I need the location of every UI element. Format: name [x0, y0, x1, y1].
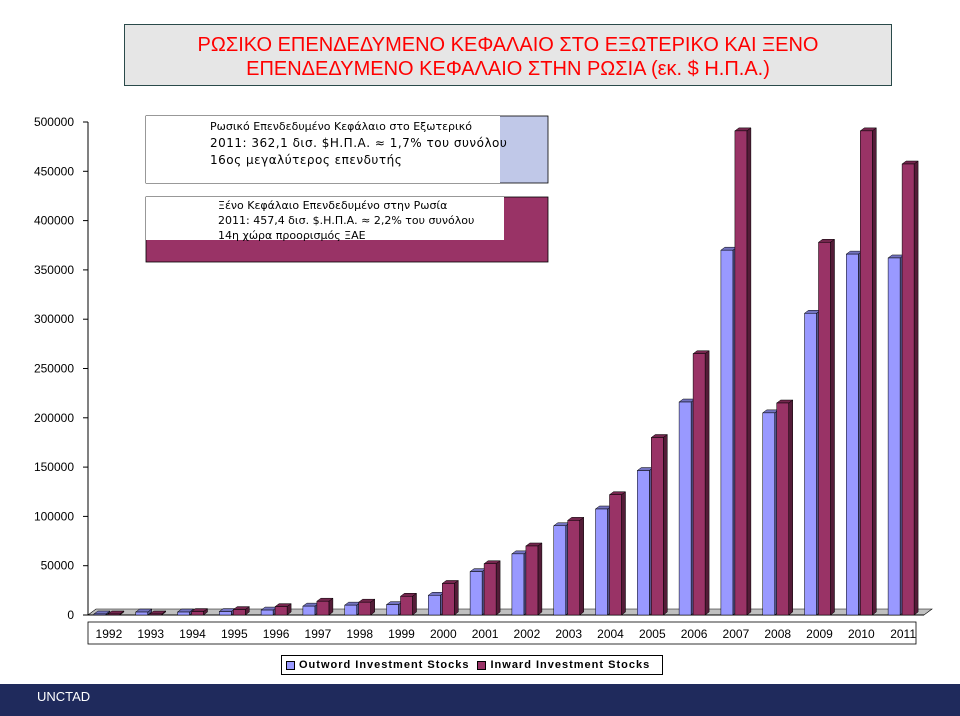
outward-annotation-box-inner — [146, 116, 500, 183]
bar-inward-1996 — [274, 603, 292, 616]
legend-swatch-inward — [477, 660, 487, 670]
bars — [93, 127, 919, 616]
bar-outward-2006 — [678, 398, 696, 616]
bar-inward-1997 — [316, 597, 334, 616]
bar-inward-2007 — [734, 127, 752, 616]
bar-inward-2001 — [483, 560, 501, 616]
y-tick-label: 350000 — [34, 263, 74, 277]
bar-outward-2009 — [803, 309, 822, 616]
x-tick-label: 2003 — [555, 627, 582, 641]
x-tick-label: 2008 — [764, 627, 791, 641]
bar-inward-1994 — [190, 608, 209, 616]
bar-outward-2002 — [511, 550, 529, 616]
legend-item-outward: Outword Investment Stocks — [286, 659, 469, 671]
x-tick-label: 2001 — [472, 627, 499, 641]
y-tick-label: 250000 — [34, 362, 74, 376]
x-tick-label: 1993 — [137, 627, 164, 641]
bar-inward-2010 — [859, 127, 878, 616]
bar-inward-1998 — [357, 598, 376, 616]
bar-outward-1995 — [218, 608, 237, 616]
x-tick-label: 2000 — [430, 627, 457, 641]
inward-annotation-line2: 2011: 457,4 δισ. $.Η.Π.Α. ≈ 2,2% του συν… — [218, 214, 475, 227]
axes — [87, 115, 933, 616]
bar-outward-1999 — [385, 601, 404, 616]
x-tick-label: 2010 — [848, 627, 875, 641]
bar-outward-2003 — [552, 522, 571, 616]
bar-inward-1995 — [232, 606, 251, 616]
x-tick-label: 2011 — [890, 627, 916, 641]
bar-outward-2000 — [427, 591, 446, 616]
outward-annotation-line2: 2011: 362,1 δισ. $Η.Π.Α. ≈ 1,7% του συνό… — [210, 136, 508, 150]
bar-inward-2002 — [525, 542, 543, 616]
x-tick-label: 1998 — [346, 627, 373, 641]
bar-inward-2003 — [566, 516, 585, 616]
bar-outward-2001 — [469, 568, 487, 616]
x-tick-label: 2005 — [639, 627, 666, 641]
x-tick-label: 1999 — [388, 627, 415, 641]
bar-outward-2004 — [594, 505, 613, 616]
y-tick-label: 450000 — [34, 164, 74, 178]
y-tick-label: 150000 — [34, 460, 74, 474]
chart-title: ΡΩΣΙΚΟ ΕΠΕΝΔΕΔΥΜΕΝΟ ΚΕΦΑΛΑΙΟ ΣΤΟ ΕΞΩΤΕΡΙ… — [124, 24, 892, 86]
bar-inward-1993 — [148, 610, 167, 616]
inward-annotation: Ξένο Κεφάλαιο Επενδεδυμένο στην Ρωσία 20… — [218, 198, 474, 243]
bar-outward-2005 — [636, 467, 655, 616]
inward-annotation-line1: Ξένο Κεφάλαιο Επενδεδυμένο στην Ρωσία — [218, 199, 448, 212]
x-label-box — [87, 621, 917, 645]
x-tick-label: 2007 — [723, 627, 750, 641]
legend-item-inward: Inward Investment Stocks — [477, 659, 650, 671]
bar-outward-1994 — [176, 608, 195, 616]
bar-outward-2007 — [720, 246, 738, 616]
bar-inward-1999 — [399, 592, 418, 616]
bar-outward-2008 — [761, 409, 780, 616]
y-tick-label: 300000 — [34, 312, 74, 326]
tick-labels: 0 50000 100000 150000 200000 250000 300000 3500… — [34, 115, 917, 645]
chart-title-line1: ΡΩΣΙΚΟ ΕΠΕΝΔΕΔΥΜΕΝΟ ΚΕΦΑΛΑΙΟ ΣΤΟ ΕΞΩΤΕΡΙ… — [197, 34, 819, 56]
legend: Outword Investment Stocks Inward Investm… — [281, 655, 663, 675]
y-tick-label: 50000 — [41, 559, 75, 573]
y-tick-label: 100000 — [34, 509, 74, 523]
footer-source: UNCTAD — [37, 689, 91, 704]
inward-annotation-box-inner — [146, 197, 504, 240]
bar-inward-2011 — [901, 160, 919, 616]
bar-outward-1993 — [134, 608, 153, 616]
x-tick-label: 2004 — [597, 627, 624, 641]
y-tick-label: 0 — [67, 608, 74, 622]
legend-swatch-outward — [286, 660, 295, 670]
bar-outward-1996 — [260, 606, 278, 616]
legend-label-inward: Inward Investment Stocks — [490, 659, 651, 671]
outward-annotation-line1: Ρωσικό Επενδεδυμένο Κεφάλαιο στο Εξωτερι… — [210, 120, 472, 133]
bar-inward-2005 — [650, 434, 669, 616]
inward-annotation-line3: 14η χώρα προορισμός ΞΑΕ — [218, 229, 366, 242]
bar-outward-2010 — [845, 250, 864, 616]
y-tick-label: 200000 — [34, 411, 74, 425]
y-tick-label: 400000 — [34, 214, 74, 228]
bar-inward-2008 — [775, 399, 794, 616]
legend-label-outward: Outword Investment Stocks — [299, 659, 470, 671]
x-tick-label: 2006 — [681, 627, 708, 641]
bar-inward-2004 — [608, 491, 627, 616]
outward-annotation: Ρωσικό Επενδεδυμένο Κεφάλαιο στο Εξωτερι… — [210, 118, 507, 169]
x-tick-label: 1997 — [305, 627, 332, 641]
bar-inward-2006 — [692, 350, 710, 616]
bar-outward-2011 — [887, 254, 905, 616]
x-tick-label: 1996 — [263, 627, 290, 641]
bar-inward-2000 — [441, 579, 460, 616]
bar-inward-2009 — [817, 238, 836, 616]
footer-bar: UNCTAD — [0, 684, 960, 716]
x-tick-label: 2002 — [514, 627, 541, 641]
outward-annotation-line3: 16ος μεγαλύτερος επενδυτής — [210, 153, 403, 167]
x-tick-label: 1992 — [96, 627, 123, 641]
x-tick-label: 2009 — [806, 627, 833, 641]
x-tick-label: 1994 — [179, 627, 206, 641]
bar-inward-1992 — [107, 610, 125, 616]
bar-outward-1998 — [343, 601, 362, 616]
chart-title-line2: ΕΠΕΝΔΕΔΥΜΕΝΟ ΚΕΦΑΛΑΙΟ ΣΤΗΝ ΡΩΣΙΑ (εκ. $ … — [246, 58, 770, 80]
bar-outward-1992 — [93, 610, 111, 616]
x-tick-label: 1995 — [221, 627, 248, 641]
y-tick-label: 500000 — [34, 115, 74, 129]
bar-outward-1997 — [302, 602, 320, 616]
